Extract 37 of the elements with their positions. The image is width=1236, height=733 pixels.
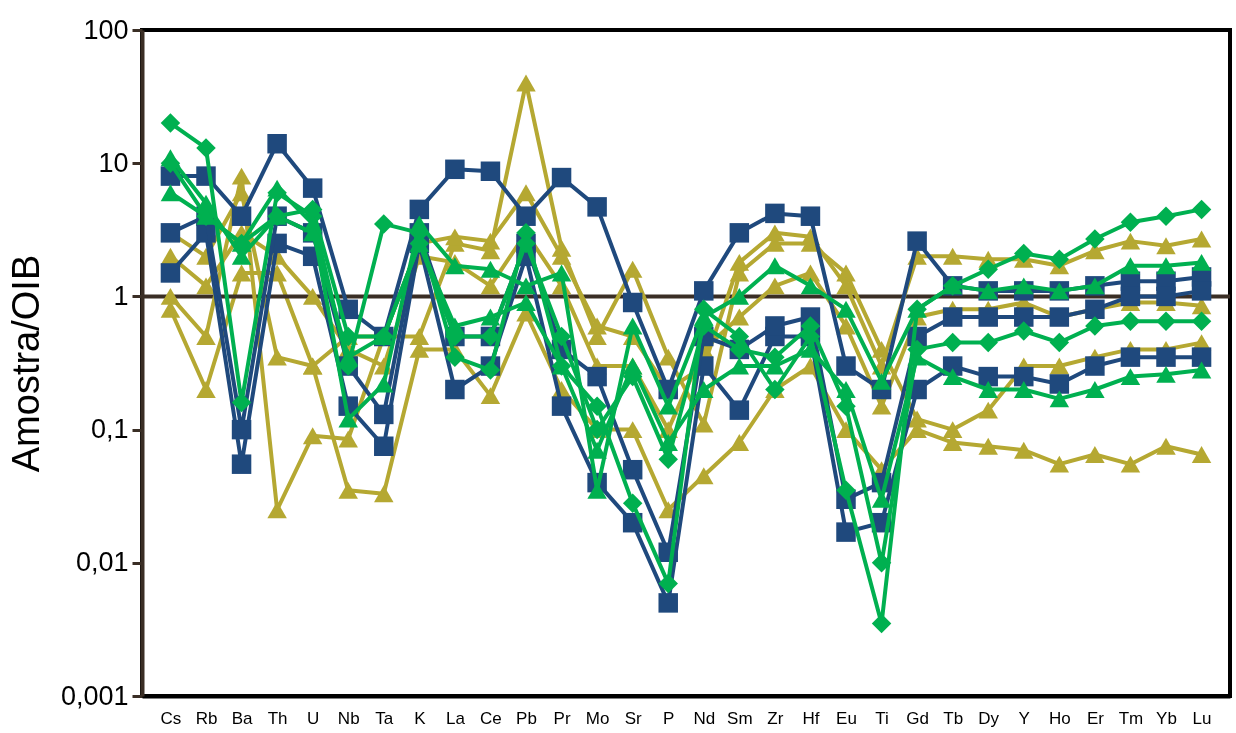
x-tick-label: Nb <box>337 708 360 728</box>
x-tick-label: La <box>445 708 466 728</box>
x-tick-label: Sr <box>624 708 643 728</box>
x-tick-label: Ho <box>1048 708 1071 728</box>
x-tick-label: Tb <box>943 708 964 728</box>
x-tick-label: Rb <box>195 708 218 728</box>
x-tick-label: Lu <box>1192 708 1212 728</box>
y-tick-label: 0,01 <box>75 547 129 578</box>
x-tick-label: Pb <box>516 708 537 728</box>
x-tick-label: Gd <box>906 708 929 728</box>
x-tick-label: Yb <box>1156 708 1177 728</box>
x-tick-label: U <box>307 708 320 728</box>
x-tick-label: Cs <box>160 708 182 728</box>
x-tick-label: Ta <box>375 708 394 728</box>
y-tick-label: 0,1 <box>90 414 129 445</box>
x-tick-label: Pr <box>553 708 571 728</box>
y-tick-label: 0,001 <box>60 680 129 711</box>
x-tick-label: Hf <box>802 708 820 728</box>
x-tick-label: Zr <box>767 708 784 728</box>
x-tick-label: Ce <box>480 708 502 728</box>
x-tick-label: Th <box>267 708 288 728</box>
y-axis-title: Amostra/OIB <box>4 254 47 473</box>
x-tick-label: Ba <box>231 708 253 728</box>
y-tick-label: 1 <box>113 280 129 311</box>
x-tick-label: Sm <box>727 708 753 728</box>
x-tick-label: Eu <box>836 708 857 728</box>
x-tick-label: Ti <box>875 708 889 728</box>
y-tick-label: 10 <box>98 147 129 178</box>
x-tick-label: Mo <box>585 708 610 728</box>
x-tick-label: Er <box>1086 708 1105 728</box>
y-tick-label: 100 <box>83 14 129 45</box>
x-tick-label: Y <box>1018 708 1030 728</box>
x-tick-label: P <box>663 708 675 728</box>
x-tick-label: Dy <box>978 708 1000 728</box>
x-tick-label: Nd <box>693 708 716 728</box>
x-tick-label: K <box>414 708 427 728</box>
x-tick-label: Tm <box>1118 708 1144 728</box>
